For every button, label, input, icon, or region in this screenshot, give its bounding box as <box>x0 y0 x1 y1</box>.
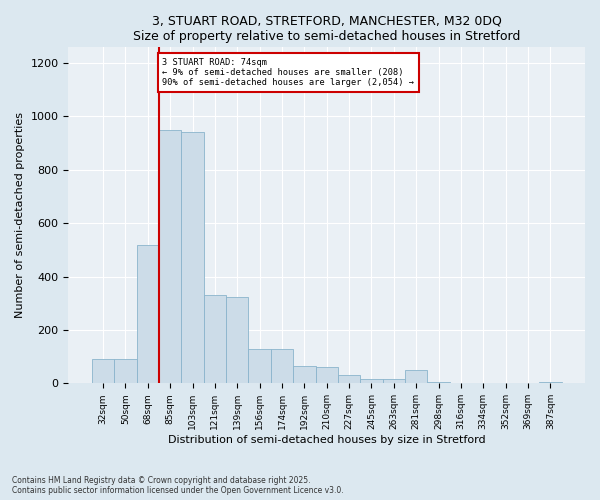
Bar <box>360 378 383 384</box>
Bar <box>181 132 204 384</box>
Text: Contains HM Land Registry data © Crown copyright and database right 2025.
Contai: Contains HM Land Registry data © Crown c… <box>12 476 344 495</box>
Y-axis label: Number of semi-detached properties: Number of semi-detached properties <box>15 112 25 318</box>
Text: 3 STUART ROAD: 74sqm
← 9% of semi-detached houses are smaller (208)
90% of semi-: 3 STUART ROAD: 74sqm ← 9% of semi-detach… <box>163 58 415 88</box>
X-axis label: Distribution of semi-detached houses by size in Stretford: Distribution of semi-detached houses by … <box>168 435 485 445</box>
Bar <box>271 348 293 384</box>
Bar <box>114 360 137 384</box>
Bar <box>248 348 271 384</box>
Bar <box>427 382 450 384</box>
Bar <box>137 244 159 384</box>
Title: 3, STUART ROAD, STRETFORD, MANCHESTER, M32 0DQ
Size of property relative to semi: 3, STUART ROAD, STRETFORD, MANCHESTER, M… <box>133 15 520 43</box>
Bar <box>159 130 181 384</box>
Bar <box>539 382 562 384</box>
Bar <box>338 376 360 384</box>
Bar <box>226 296 248 384</box>
Bar <box>204 295 226 384</box>
Bar <box>293 366 316 384</box>
Bar <box>316 368 338 384</box>
Bar <box>383 380 405 384</box>
Bar <box>405 370 427 384</box>
Bar <box>92 360 114 384</box>
